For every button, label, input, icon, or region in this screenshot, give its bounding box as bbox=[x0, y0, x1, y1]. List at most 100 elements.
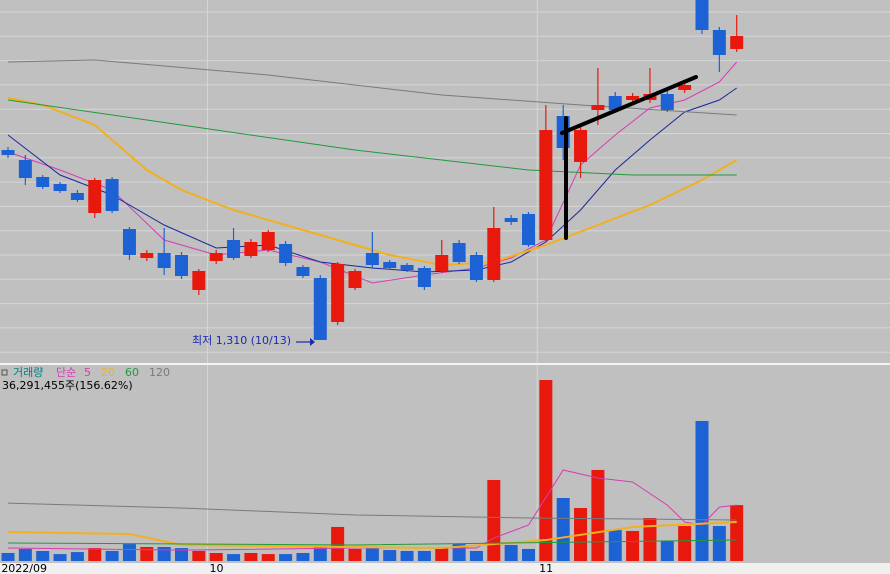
candle-body bbox=[504, 218, 518, 222]
volume-bar bbox=[730, 505, 744, 561]
candle-body bbox=[678, 85, 692, 90]
candle-body bbox=[140, 253, 154, 258]
volume-bar bbox=[331, 526, 345, 561]
candle-body bbox=[626, 96, 640, 100]
legend-title: 거래량 bbox=[13, 366, 43, 379]
candle-body bbox=[36, 177, 50, 187]
volume-bar bbox=[157, 546, 171, 561]
volume-bar bbox=[279, 554, 293, 561]
volume-bar bbox=[18, 548, 32, 561]
candle-body bbox=[660, 94, 674, 110]
candle-body bbox=[70, 193, 84, 200]
candle-body bbox=[695, 0, 709, 30]
volume-bar bbox=[53, 554, 67, 561]
candle-body bbox=[88, 180, 102, 213]
candle-body bbox=[261, 232, 275, 250]
volume-bar bbox=[417, 550, 431, 561]
candle-body bbox=[105, 179, 119, 211]
x-axis-strip bbox=[0, 563, 890, 574]
legend: 5 20 60 120 bbox=[84, 366, 170, 379]
volume-bar bbox=[227, 554, 241, 561]
volume-bar bbox=[209, 552, 223, 561]
x-tick-label: 2022/09 bbox=[1, 562, 47, 574]
volume-bar bbox=[365, 546, 379, 561]
candle-body bbox=[608, 96, 622, 110]
candle-body bbox=[331, 264, 345, 322]
volume-info: 36,291,455주(156.62%) bbox=[2, 379, 133, 392]
candle-body bbox=[591, 105, 605, 110]
volume-bar bbox=[244, 552, 258, 561]
candle-body bbox=[122, 229, 136, 255]
candle-body bbox=[400, 265, 414, 270]
volume-bar bbox=[487, 479, 501, 561]
candle-body bbox=[1, 150, 15, 155]
volume-bar bbox=[400, 550, 414, 561]
legend-entry: 60 bbox=[125, 366, 139, 379]
volume-bar bbox=[712, 526, 726, 561]
ma-line bbox=[7, 97, 738, 267]
candle-body bbox=[209, 253, 223, 261]
volume-bar bbox=[88, 548, 102, 561]
candle-body bbox=[539, 130, 553, 240]
volume-bar bbox=[383, 550, 397, 561]
volume-bar bbox=[608, 530, 622, 561]
volume-bar bbox=[435, 546, 449, 561]
legend-method: 단순 bbox=[56, 366, 76, 379]
volume-bar bbox=[70, 552, 84, 561]
x-tick-label: 11 bbox=[539, 562, 553, 574]
volume-bar bbox=[626, 530, 640, 561]
candle-body bbox=[157, 253, 171, 268]
plot bbox=[1, 0, 744, 561]
volume-bar bbox=[175, 548, 188, 561]
ma-line bbox=[7, 521, 737, 550]
candle-body bbox=[574, 130, 588, 162]
candle-body bbox=[365, 253, 379, 265]
candle-body bbox=[279, 244, 293, 263]
candle-body bbox=[469, 255, 483, 280]
volume-bar bbox=[192, 550, 206, 561]
candle-body bbox=[522, 214, 535, 245]
volume-bar bbox=[695, 420, 709, 561]
candle-body bbox=[435, 255, 449, 271]
annotation-arrow-head bbox=[310, 338, 315, 346]
volume-bar bbox=[643, 518, 657, 561]
volume-bar bbox=[469, 550, 483, 561]
volume-bar bbox=[296, 552, 310, 561]
volume-bar bbox=[261, 554, 275, 561]
volume-bar bbox=[591, 469, 605, 561]
candle-body bbox=[313, 278, 327, 340]
volume-bar bbox=[522, 548, 535, 561]
candle-body bbox=[383, 262, 397, 268]
volume-bar bbox=[140, 546, 154, 561]
candle-body bbox=[227, 240, 241, 258]
volume-bar bbox=[678, 526, 692, 561]
legend-entry: 20 bbox=[101, 366, 115, 379]
candle-body bbox=[53, 184, 67, 191]
volume-bar bbox=[539, 380, 553, 561]
volume-bar bbox=[36, 550, 50, 561]
x-tick-label: 10 bbox=[210, 562, 224, 574]
volume-bar bbox=[556, 498, 570, 561]
candle-body bbox=[452, 243, 466, 262]
legend-icon bbox=[1, 369, 8, 376]
candle-body bbox=[730, 36, 744, 49]
volume-bar bbox=[660, 540, 674, 561]
candle-body bbox=[244, 242, 258, 256]
candle-body bbox=[348, 271, 362, 288]
ma-line bbox=[7, 502, 737, 521]
ma-line bbox=[7, 59, 737, 116]
volume-bar bbox=[348, 548, 362, 561]
volume-bar bbox=[504, 544, 518, 561]
legend-entry: 5 bbox=[84, 366, 91, 379]
volume-bar bbox=[1, 552, 15, 561]
candle-body bbox=[487, 228, 501, 280]
ma-line bbox=[7, 539, 737, 546]
candle-body bbox=[296, 267, 310, 276]
low-annotation: 최저 1,310 (10/13) bbox=[192, 334, 291, 347]
volume-bar bbox=[313, 546, 327, 561]
ma-line bbox=[7, 99, 737, 176]
legend-entry: 120 bbox=[149, 366, 170, 379]
drawn-line bbox=[560, 75, 698, 135]
